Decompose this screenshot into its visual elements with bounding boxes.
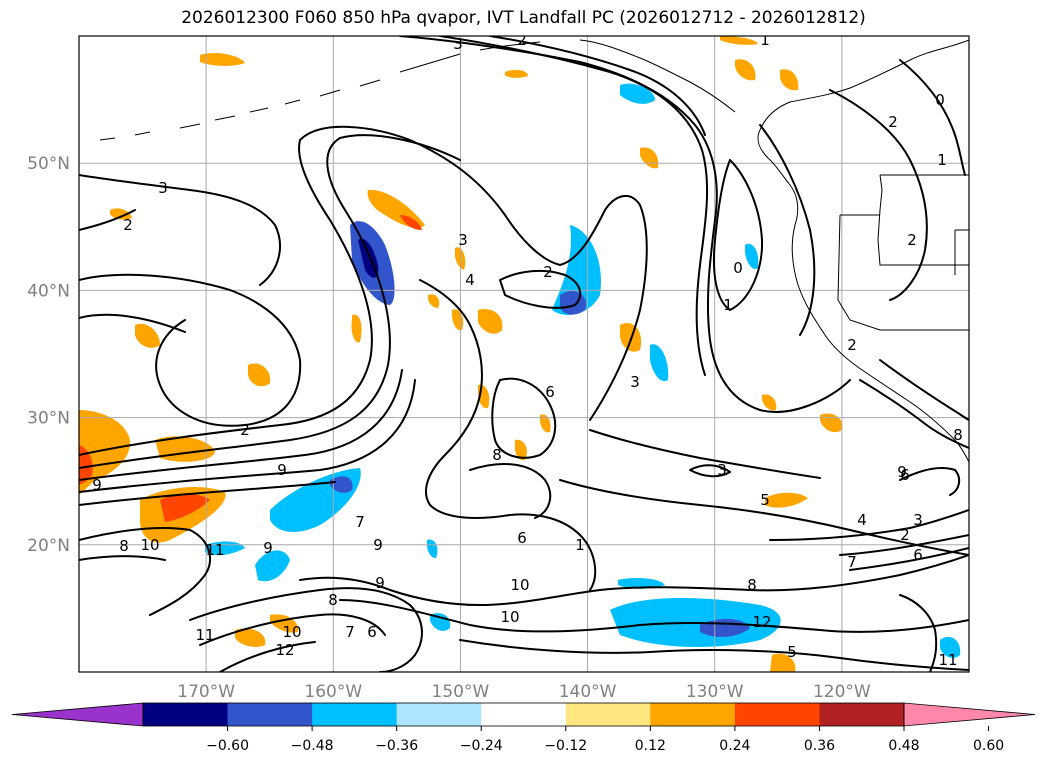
contour-label: 4 xyxy=(857,511,867,529)
colorbar-segment xyxy=(227,703,313,726)
lon-tick-label: 120°W xyxy=(813,682,871,702)
contour-label: 4 xyxy=(465,271,475,289)
contour-label: 11 xyxy=(938,651,957,669)
plot-frame xyxy=(78,35,970,673)
contour-label: 9 xyxy=(263,539,273,557)
lon-tick-label: 130°W xyxy=(686,682,744,702)
contour-label: 7 xyxy=(345,623,355,641)
contour-label: 7 xyxy=(355,513,365,531)
coastlines xyxy=(99,39,969,463)
contour-label: 3 xyxy=(458,231,468,249)
contour-label: 2 xyxy=(907,231,917,249)
contour-label: 10 xyxy=(500,608,519,626)
contour-label: 8 xyxy=(119,537,129,555)
contour-label: 9 xyxy=(897,463,907,481)
plot-area xyxy=(79,36,969,672)
colorbar-segment xyxy=(565,703,651,726)
contour-label: 6 xyxy=(545,383,555,401)
contour-label: 8 xyxy=(492,446,502,464)
colorbar-segment xyxy=(481,703,567,726)
lon-tick-label: 170°W xyxy=(177,682,235,702)
lat-tick-label: 40°N xyxy=(27,281,70,301)
contour-label: 5 xyxy=(760,491,770,509)
lon-tick-label: 160°W xyxy=(304,682,362,702)
colorbar-frame xyxy=(142,702,905,727)
colorbar-segment xyxy=(143,703,229,726)
axis-labels: 170°W 160°W 150°W 140°W 130°W 120°W20°N30°N40… xyxy=(27,154,871,702)
contour-label: 9 xyxy=(277,461,287,479)
contour-label: 3 xyxy=(158,179,168,197)
contour-label: 9 xyxy=(375,574,385,592)
colorbar-tick-label: 0.60 xyxy=(973,738,1004,754)
lat-tick-label: 50°N xyxy=(27,154,70,174)
contour-label: 3 xyxy=(453,35,463,53)
contour-label: 2 xyxy=(240,421,250,439)
contour-label: 2 xyxy=(543,263,553,281)
colorbar-segment xyxy=(819,703,905,726)
contour-label: 8 xyxy=(953,426,963,444)
contour-label: 11 xyxy=(205,541,224,559)
contour-label: 9 xyxy=(92,476,102,494)
colorbar-tick-label: −0.48 xyxy=(291,738,334,754)
contour-label: 2 xyxy=(888,113,898,131)
colorbar-tick-label: 0.12 xyxy=(635,738,666,754)
colorbar: −0.60 −0.48 −0.36 −0.24 −0.12 0.12 0.24 0.36 0.4… xyxy=(11,702,1036,754)
lon-tick-label: 150°W xyxy=(432,682,490,702)
colorbar-segment xyxy=(734,703,820,726)
contour-label: 10 xyxy=(282,623,301,641)
contour-label: 9 xyxy=(373,536,383,554)
ivt-contours xyxy=(79,36,969,672)
contour-label: 10 xyxy=(140,536,159,554)
contour-label: 1 xyxy=(575,536,585,554)
contour-label: 3 xyxy=(913,511,923,529)
contour-label: 3 xyxy=(630,373,640,391)
contour-label: 1 xyxy=(723,296,733,314)
contour-label: 6 xyxy=(367,623,377,641)
contour-label: 1 xyxy=(760,31,770,49)
colorbar-extend-high xyxy=(903,702,1036,727)
contour-label: 7 xyxy=(847,553,857,571)
colorbar-segment xyxy=(396,703,482,726)
colorbar-tick-label: −0.12 xyxy=(544,738,587,754)
contour-label: 6 xyxy=(900,466,910,484)
lat-tick-label: 20°N xyxy=(27,536,70,556)
contour-label: 8 xyxy=(328,591,338,609)
map-title: 2026012300 F060 850 hPa qvapor, IVT Land… xyxy=(181,8,866,28)
contour-label: 6 xyxy=(913,546,923,564)
contour-label: 0 xyxy=(935,91,945,109)
contour-label: 6 xyxy=(517,529,527,547)
contour-label: 12 xyxy=(275,641,294,659)
colorbar-tick-label: 0.24 xyxy=(719,738,750,754)
colorbar-tick-label: 0.36 xyxy=(804,738,835,754)
colorbar-segment xyxy=(650,703,736,726)
colorbar-tick-label: −0.36 xyxy=(375,738,418,754)
contour-label: 5 xyxy=(787,643,797,661)
colorbar-tick-label: 0.48 xyxy=(888,738,919,754)
contour-label: 11 xyxy=(195,626,214,644)
contour-label: 2 xyxy=(517,31,527,49)
shaded-field xyxy=(79,36,961,672)
lat-tick-label: 30°N xyxy=(27,409,70,429)
contour-label: 0 xyxy=(733,259,743,277)
colorbar-extend-low xyxy=(11,702,144,727)
contour-label: 8 xyxy=(747,576,757,594)
contour-label: 12 xyxy=(752,613,771,631)
contour-label: 10 xyxy=(510,576,529,594)
lon-tick-label: 140°W xyxy=(559,682,617,702)
colorbar-tick-label: −0.24 xyxy=(460,738,503,754)
colorbar-tick-label: −0.60 xyxy=(206,738,249,754)
contour-label: 1 xyxy=(937,151,947,169)
colorbar-segment xyxy=(312,703,398,726)
contour-label: 3 xyxy=(717,461,727,479)
contour-label: 2 xyxy=(847,336,857,354)
contour-label: 2 xyxy=(123,216,133,234)
contour-label: 2 xyxy=(900,526,910,544)
